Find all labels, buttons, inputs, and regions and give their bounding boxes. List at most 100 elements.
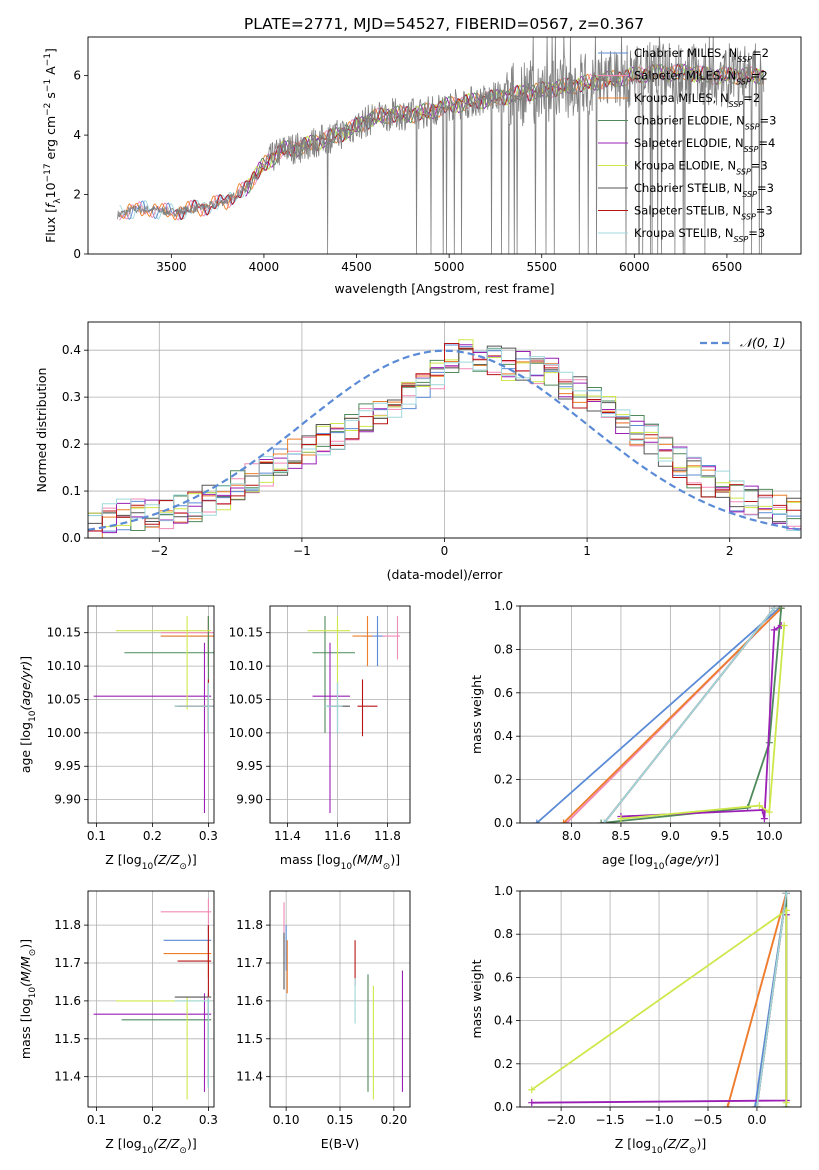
y-axis-label: Normed distribution — [34, 368, 49, 493]
y-tick-label: 0.4 — [494, 1014, 513, 1028]
legend-entry: Salpeter MILES, NSSP=2 — [634, 69, 768, 87]
y-tick-label: 11.6 — [236, 994, 263, 1008]
y-tick-label: 4 — [73, 128, 81, 142]
mass-weight-marker — [528, 1099, 536, 1107]
xlabel-axis-label: Z [log10(Z/Z⊙)] — [105, 1136, 196, 1156]
legend-entry: Chabrier ELODIE, NSSP=3 — [634, 114, 776, 132]
age-vs-metallicity-panel: 0.1 0.2 0.3 9.90 9.95 10.00 10.05 10.10 10.15 Z [… — [18, 605, 218, 872]
y-tick-label: 11.5 — [54, 1032, 81, 1046]
y-tick-label: 2 — [73, 188, 81, 202]
ylabel-axis-label: age [log10(age/yr)] — [18, 656, 38, 773]
y-tick-label: 11.8 — [54, 918, 81, 932]
x-tick-label: 0 — [441, 544, 449, 558]
axes-frame — [519, 605, 802, 824]
legend-entry: Kroupa MILES, NSSP=2 — [634, 91, 760, 109]
spectrum-panel: 3500 4000 4500 5000 5500 6000 6500 0 2 4 6 waveleng… — [43, 36, 802, 296]
x-tick-label: −1.0 — [644, 1113, 673, 1127]
mass-weight-marker — [777, 606, 785, 612]
y-tick-label: 0.6 — [494, 686, 513, 700]
y-tick-label: 11.4 — [236, 1070, 263, 1084]
x-tick-label: 11.8 — [374, 829, 401, 843]
axes-frame — [87, 321, 802, 539]
y-tick-label: 10.15 — [47, 626, 81, 640]
x-tick-label: 9.5 — [710, 829, 729, 843]
y-tick-label: 11.7 — [54, 956, 81, 970]
y-tick-label: 0.8 — [494, 642, 513, 656]
ylabel-axis-label: mass [log10(M/M⊙)] — [18, 939, 38, 1059]
x-tick-label: −2 — [150, 544, 168, 558]
mass-weight-line — [756, 893, 788, 1107]
x-tick-label: 0.1 — [87, 1113, 106, 1127]
x-tick-label: 11.4 — [274, 829, 301, 843]
mass-weight-vs-age-panel: 8.0 8.5 9.0 9.5 10.0 0.0 0.2 0.4 0.6 0.8 1.0 age [l… — [469, 599, 802, 872]
x-tick-label: −0.5 — [693, 1113, 722, 1127]
x-tick-label: 4500 — [341, 260, 372, 274]
x-tick-label: 9.0 — [661, 829, 680, 843]
y-axis-label: mass weight — [469, 959, 484, 1038]
y-tick-label: 9.90 — [236, 793, 263, 807]
y-tick-label: 0.1 — [62, 484, 81, 498]
x-tick-label: 0.3 — [199, 829, 218, 843]
y-tick-label: 9.95 — [236, 759, 263, 773]
x-tick-label: 0.15 — [327, 1113, 354, 1127]
x-tick-label: 1 — [583, 544, 591, 558]
mass-weight-marker — [760, 815, 768, 823]
legend-entry: Chabrier MILES, NSSP=2 — [634, 46, 769, 64]
mass-vs-metallicity-panel: 0.1 0.2 0.3 11.4 11.5 11.6 11.7 11.8 Z [log10(Z/… — [18, 890, 218, 1156]
y-tick-label: 11.4 — [54, 1070, 81, 1084]
x-tick-label: 11.6 — [324, 829, 351, 843]
x-tick-label: 0.2 — [143, 829, 162, 843]
y-tick-label: 10.05 — [47, 692, 81, 706]
y-axis-label: mass weight — [469, 675, 484, 754]
mass-weight-marker — [724, 1103, 732, 1107]
y-tick-label: 0.2 — [494, 1057, 513, 1071]
xlabel-axis-label: Z [log10(Z/Z⊙)] — [105, 852, 196, 872]
legend-entry: 𝒩(0, 1) — [740, 335, 786, 350]
mass-weight-line — [620, 625, 786, 820]
y-tick-label: 0.3 — [62, 390, 81, 404]
mass-weight-vs-metallicity-panel: −2.0 −1.5 −1.0 −0.5 0.0 0.0 0.2 0.4 0.6 0.8 1.0 Z [… — [469, 884, 802, 1156]
y-tick-label: 0.0 — [62, 531, 81, 545]
mass-weight-marker — [782, 1099, 790, 1107]
x-axis-label: wavelength [Angstrom, rest frame] — [334, 281, 554, 296]
residuals-panel: −2 −1 0 1 2 0.0 0.1 0.2 0.3 0.4 (data-model)/error… — [34, 321, 802, 582]
residual-histogram — [88, 348, 801, 538]
xlabel-axis-label: Z [log10(Z/Z⊙)] — [615, 1136, 706, 1156]
y-tick-label: 9.90 — [54, 793, 81, 807]
error-bars — [93, 616, 214, 813]
x-tick-label: 0.3 — [199, 1113, 218, 1127]
y-tick-label: 0 — [73, 247, 81, 261]
axes-frame — [87, 890, 215, 1108]
x-axis-label: (data-model)/error — [387, 567, 504, 582]
mass-vs-ebv-panel: 0.10 0.15 0.20 11.4 11.5 11.6 11.7 11.8 E(B-V) — [236, 890, 411, 1151]
x-tick-label: 0.2 — [143, 1113, 162, 1127]
x-tick-label: 8.5 — [611, 829, 630, 843]
y-axis-label: Flux [fλ10−17 erg cm−2 s−1 A−1] — [43, 48, 63, 243]
x-tick-label: 5500 — [526, 260, 557, 274]
y-tick-label: 0.8 — [494, 927, 513, 941]
mass-weight-marker — [533, 819, 541, 823]
x-tick-label: 0.0 — [747, 1113, 766, 1127]
legend: Chabrier MILES, NSSP=2 Salpeter MILES, NS… — [598, 46, 776, 244]
mass-weight-marker — [617, 815, 625, 823]
mass-weight-marker — [755, 802, 763, 810]
normal-distribution-curve — [88, 349, 801, 531]
y-tick-label: 0.2 — [494, 773, 513, 787]
mass-weight-marker — [600, 819, 608, 823]
age-vs-mass-panel: 11.4 11.6 11.8 9.90 9.95 10.00 10.05 10.10 10.15… — [229, 605, 411, 872]
x-tick-label: 8.0 — [562, 829, 581, 843]
xlabel-axis-label: age [log10(age/yr)] — [602, 852, 719, 872]
x-tick-label: 6000 — [619, 260, 650, 274]
mass-weight-line — [601, 608, 783, 823]
y-tick-label: 0.6 — [494, 970, 513, 984]
x-tick-label: 0.1 — [87, 829, 106, 843]
x-tick-label: 4000 — [249, 260, 280, 274]
histograms — [88, 339, 801, 538]
xlabel-axis-label: mass [log10(M/M⊙)] — [280, 852, 400, 872]
spectrum-lines — [117, 37, 765, 254]
mass-weight-marker — [751, 1103, 759, 1107]
y-tick-label: 10.10 — [229, 659, 263, 673]
mass-weight-line — [603, 607, 776, 823]
mass-weight-marker — [528, 1086, 536, 1094]
